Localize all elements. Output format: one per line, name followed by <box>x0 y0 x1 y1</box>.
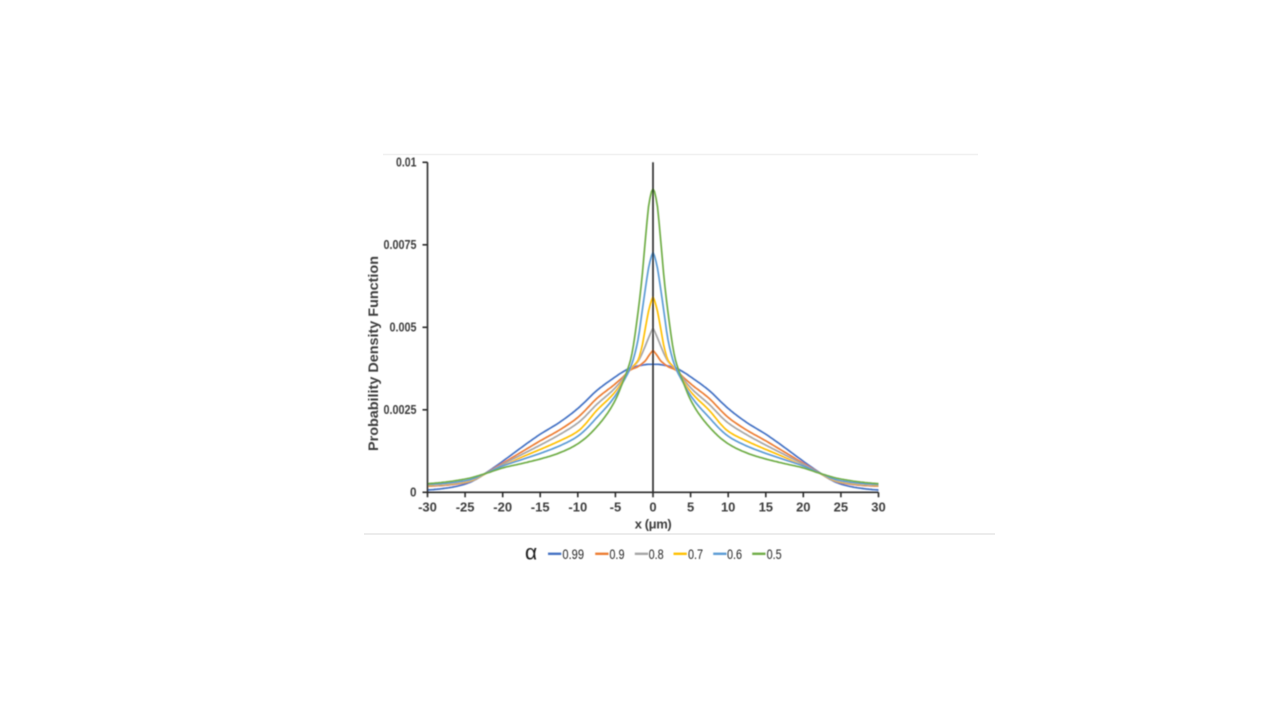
svg-text:x (μm): x (μm) <box>635 517 672 532</box>
svg-text:0.99: 0.99 <box>562 547 584 562</box>
svg-text:0.8: 0.8 <box>649 547 664 562</box>
svg-text:0.6: 0.6 <box>727 547 742 562</box>
svg-text:0.005: 0.005 <box>390 320 417 335</box>
svg-text:0.5: 0.5 <box>767 547 782 562</box>
svg-text:-5: -5 <box>610 500 622 515</box>
svg-text:-20: -20 <box>493 500 512 515</box>
svg-text:0.9: 0.9 <box>609 547 624 562</box>
svg-text:-15: -15 <box>531 500 550 515</box>
svg-text:0: 0 <box>410 485 417 500</box>
svg-text:0.0025: 0.0025 <box>384 402 417 417</box>
svg-text:α: α <box>525 542 537 565</box>
svg-text:0.0075: 0.0075 <box>384 237 417 252</box>
svg-text:0: 0 <box>649 500 656 515</box>
svg-text:10: 10 <box>721 500 735 515</box>
svg-text:20: 20 <box>796 500 810 515</box>
svg-text:15: 15 <box>759 500 773 515</box>
svg-text:Probability Density Function: Probability Density Function <box>366 256 381 451</box>
svg-text:0.7: 0.7 <box>688 547 703 562</box>
svg-text:30: 30 <box>871 500 885 515</box>
svg-text:-25: -25 <box>456 500 475 515</box>
svg-text:5: 5 <box>687 500 694 515</box>
svg-text:25: 25 <box>834 500 848 515</box>
svg-text:0.01: 0.01 <box>396 155 417 170</box>
svg-text:-30: -30 <box>418 500 437 515</box>
svg-text:-10: -10 <box>568 500 587 515</box>
